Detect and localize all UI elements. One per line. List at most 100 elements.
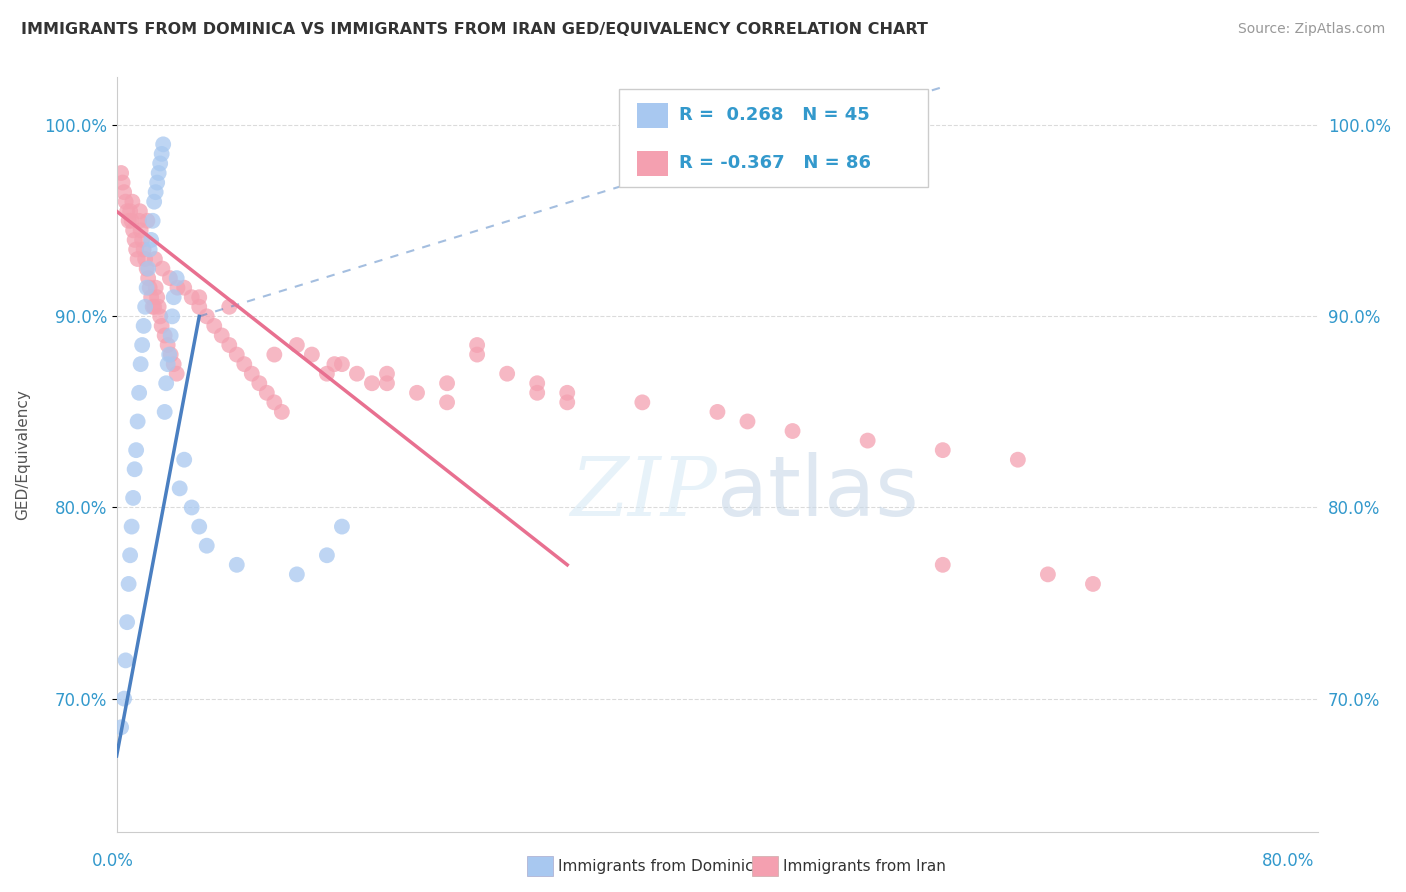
Point: [149, 310, 172, 324]
Point: [132, 318, 155, 333]
Point: [132, 243, 155, 257]
Point: [110, 720, 132, 734]
Text: R =  0.268   N = 45: R = 0.268 N = 45: [679, 106, 870, 124]
Point: [301, 348, 323, 362]
Point: [526, 385, 548, 400]
Point: [263, 348, 285, 362]
Point: [285, 338, 308, 352]
Point: [195, 539, 218, 553]
Point: [737, 415, 759, 429]
Point: [375, 367, 398, 381]
Point: [114, 194, 136, 209]
Point: [120, 204, 142, 219]
Point: [143, 194, 166, 209]
Point: [112, 691, 135, 706]
Point: [247, 376, 270, 391]
Point: [465, 338, 488, 352]
Point: [465, 348, 488, 362]
Point: [141, 233, 163, 247]
Point: [136, 214, 159, 228]
Point: [631, 395, 654, 409]
Point: [159, 348, 181, 362]
Point: [1036, 567, 1059, 582]
Point: [115, 204, 138, 219]
Text: Immigrants from Dominica: Immigrants from Dominica: [558, 859, 763, 873]
Point: [163, 290, 186, 304]
Point: [141, 290, 163, 304]
Point: [225, 558, 247, 572]
Y-axis label: GED/Equivalency: GED/Equivalency: [15, 390, 30, 520]
Point: [150, 318, 173, 333]
Point: [782, 424, 804, 438]
Point: [406, 385, 429, 400]
Text: atlas: atlas: [717, 452, 920, 533]
Point: [117, 577, 139, 591]
Point: [173, 452, 195, 467]
Point: [110, 166, 132, 180]
Point: [136, 261, 159, 276]
Point: [129, 223, 152, 237]
Point: [240, 367, 263, 381]
Point: [361, 376, 384, 391]
Point: [146, 176, 169, 190]
Point: [156, 338, 179, 352]
Point: [121, 214, 143, 228]
Point: [166, 271, 188, 285]
Point: [120, 548, 142, 562]
Point: [180, 500, 202, 515]
Text: Immigrants from Iran: Immigrants from Iran: [783, 859, 946, 873]
Point: [136, 271, 159, 285]
Point: [114, 653, 136, 667]
Text: Source: ZipAtlas.com: Source: ZipAtlas.com: [1237, 22, 1385, 37]
Point: [166, 281, 188, 295]
Point: [138, 243, 160, 257]
Point: [330, 357, 353, 371]
Point: [143, 252, 166, 266]
Point: [233, 357, 256, 371]
Point: [128, 214, 150, 228]
Point: [155, 376, 177, 391]
Point: [135, 281, 157, 295]
Point: [159, 271, 181, 285]
Point: [856, 434, 879, 448]
Point: [218, 338, 240, 352]
Point: [125, 243, 148, 257]
Point: [316, 367, 339, 381]
Point: [153, 328, 176, 343]
Point: [323, 357, 346, 371]
Point: [211, 328, 233, 343]
Point: [148, 300, 170, 314]
Point: [129, 357, 152, 371]
Point: [135, 261, 157, 276]
Point: [202, 318, 225, 333]
Text: 80.0%: 80.0%: [1263, 852, 1315, 870]
Point: [152, 261, 174, 276]
Point: [160, 310, 183, 324]
Point: [128, 385, 150, 400]
Point: [145, 281, 167, 295]
Point: [143, 300, 166, 314]
Point: [124, 233, 146, 247]
Point: [180, 290, 202, 304]
Point: [131, 233, 153, 247]
Point: [134, 252, 156, 266]
Point: [150, 147, 173, 161]
Point: [127, 415, 149, 429]
Point: [375, 376, 398, 391]
Point: [932, 558, 955, 572]
Point: [436, 395, 458, 409]
Point: [115, 615, 138, 629]
Point: [146, 290, 169, 304]
Point: [218, 300, 240, 314]
Point: [555, 385, 578, 400]
Point: [188, 300, 211, 314]
Point: [1081, 577, 1104, 591]
Point: [121, 194, 143, 209]
Point: [125, 443, 148, 458]
Point: [270, 405, 292, 419]
Point: [1007, 452, 1029, 467]
Point: [134, 300, 156, 314]
Point: [138, 281, 160, 295]
Point: [152, 137, 174, 152]
Point: [526, 376, 548, 391]
